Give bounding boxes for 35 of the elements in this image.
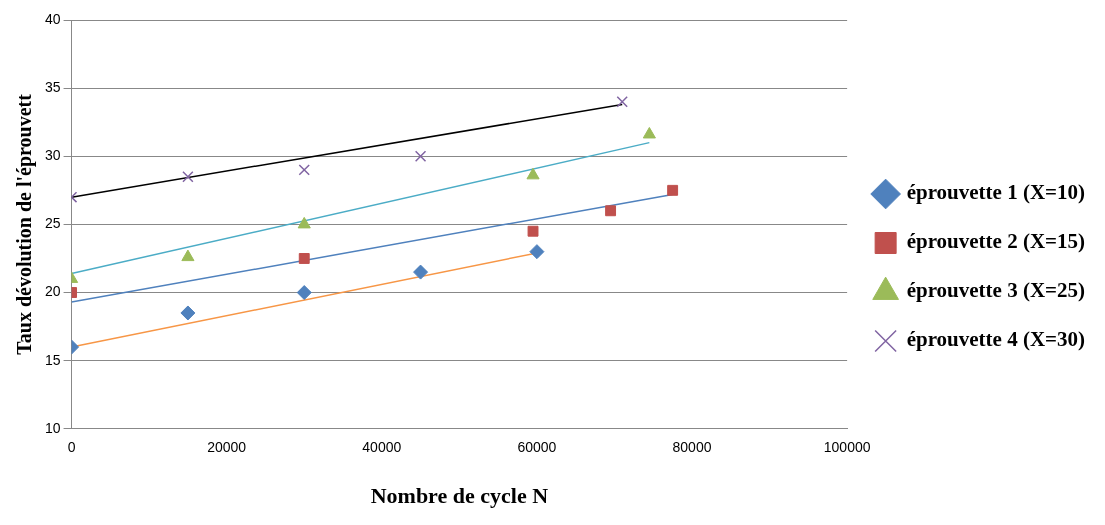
x-tick-label: 40000 <box>362 439 402 456</box>
x-tick-label: 60000 <box>517 439 557 456</box>
legend-label: éprouvette 3 (X=25) <box>906 278 1086 303</box>
y-tick-label: 20 <box>44 283 61 300</box>
y-tick-label: 10 <box>44 419 61 436</box>
point <box>413 264 429 280</box>
point <box>526 167 540 180</box>
y-tick-label: 15 <box>44 351 61 368</box>
point <box>297 216 311 229</box>
point <box>642 126 656 139</box>
legend-label: éprouvette 4 (X=30) <box>906 327 1086 352</box>
point <box>296 285 312 301</box>
x-tick-label: 20000 <box>207 439 247 456</box>
point <box>182 171 194 183</box>
y-axis-title: Taux dévolution de l'éprouvett <box>13 93 37 355</box>
point <box>414 150 427 162</box>
point <box>181 249 195 262</box>
point <box>616 96 628 108</box>
y-tick-label: 25 <box>44 215 61 232</box>
x-tick-label: 0 <box>67 439 76 456</box>
x-tick-label: 100000 <box>823 439 871 456</box>
legend-label: éprouvette 2 (X=15) <box>906 229 1086 254</box>
legend-label: éprouvette 1 (X=10) <box>906 180 1086 205</box>
y-tick-label: 30 <box>44 147 61 164</box>
point <box>529 244 545 260</box>
x-axis-title: Nombre de cycle N <box>370 483 549 509</box>
point <box>180 305 196 321</box>
point <box>527 225 539 237</box>
point <box>298 253 310 264</box>
y-tick-label: 40 <box>44 10 61 27</box>
point <box>667 184 679 196</box>
point <box>298 164 310 176</box>
x-tick-label: 80000 <box>672 439 712 456</box>
y-tick-label: 35 <box>44 78 61 95</box>
point <box>605 205 617 217</box>
